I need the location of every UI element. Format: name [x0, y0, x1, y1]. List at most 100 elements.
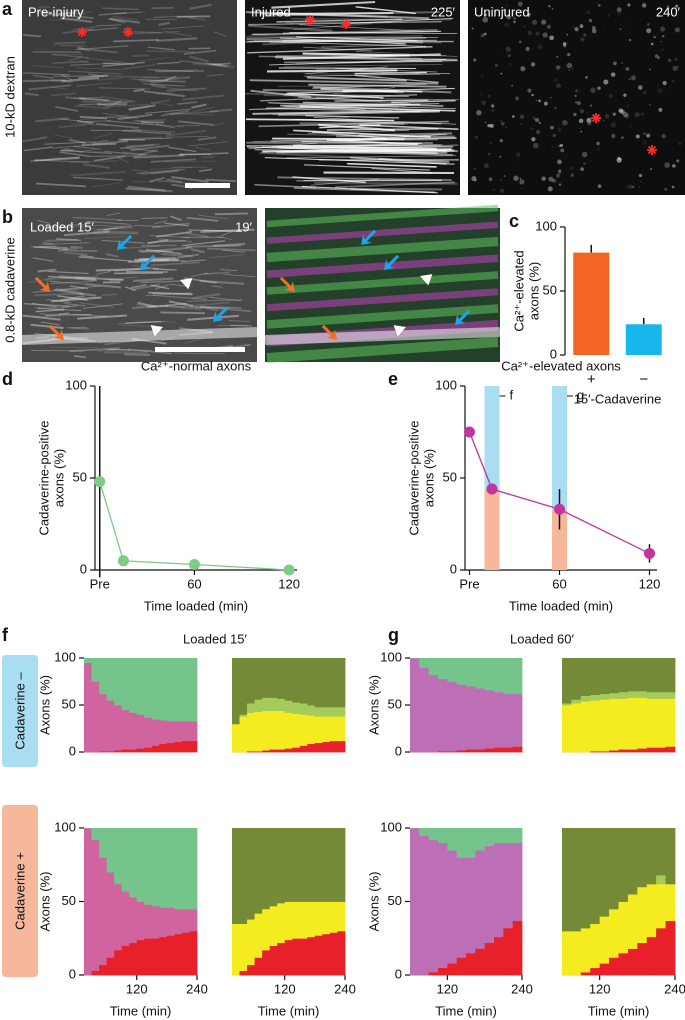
texture	[33, 246, 68, 249]
texture	[73, 96, 104, 99]
asterisk	[591, 113, 601, 123]
texture	[566, 62, 573, 69]
area-step	[438, 967, 448, 976]
texture	[51, 53, 84, 56]
area-step	[665, 746, 676, 753]
texture	[58, 11, 77, 15]
texture	[301, 141, 422, 144]
point	[94, 476, 106, 488]
texture	[289, 32, 458, 34]
texture	[266, 204, 499, 228]
area-step	[512, 828, 523, 844]
texture	[312, 83, 428, 89]
texture	[312, 131, 387, 140]
texture	[658, 107, 663, 112]
texture	[672, 164, 676, 168]
area-step	[428, 839, 439, 973]
area-step	[322, 716, 331, 743]
texture	[152, 222, 190, 229]
area-step	[166, 720, 175, 743]
area-step	[262, 697, 271, 712]
area-step	[637, 690, 648, 698]
area-step	[494, 936, 504, 976]
texture	[92, 226, 118, 233]
area-step	[174, 933, 183, 976]
area-step	[247, 658, 255, 704]
texture	[55, 105, 79, 112]
highlight-below	[552, 509, 567, 570]
area-step	[580, 701, 591, 753]
texture	[91, 140, 129, 146]
texture	[622, 111, 629, 118]
area-step	[656, 927, 666, 976]
texture	[188, 141, 229, 147]
area-step	[627, 828, 638, 895]
texture	[165, 129, 207, 137]
x-tick-label: 120	[274, 981, 296, 996]
texture	[671, 79, 675, 83]
arrow	[213, 306, 229, 322]
texture	[54, 134, 73, 139]
area-step	[232, 723, 240, 753]
texture	[637, 85, 643, 90]
area-step	[232, 658, 240, 725]
area-step	[166, 742, 175, 753]
texture	[666, 5, 670, 8]
area-step	[438, 658, 448, 680]
y-tick-label: 50	[443, 469, 457, 484]
texture	[476, 110, 482, 116]
texture	[205, 62, 224, 66]
texture	[589, 104, 593, 107]
arrow	[384, 254, 400, 270]
texture	[602, 119, 605, 122]
micrograph	[468, 0, 685, 195]
y-axis-label: axons (%)	[526, 262, 541, 321]
texture	[532, 116, 536, 120]
texture	[191, 103, 207, 109]
texture	[491, 109, 495, 113]
texture	[33, 48, 47, 50]
texture	[140, 77, 178, 83]
texture	[150, 84, 166, 88]
texture	[623, 19, 627, 23]
texture	[165, 135, 210, 138]
texture	[542, 32, 548, 38]
asterisk	[647, 145, 657, 155]
texture	[150, 158, 196, 163]
x-axis-label: Time (min)	[435, 1003, 497, 1018]
texture	[574, 94, 577, 97]
y-axis-label: Axons (%)	[37, 675, 52, 735]
texture	[286, 155, 457, 159]
area-step	[656, 875, 666, 885]
area-step	[174, 658, 183, 722]
texture	[221, 231, 232, 237]
texture	[500, 72, 503, 75]
texture	[173, 352, 226, 355]
texture	[264, 327, 501, 345]
image-label: Pre-injury	[28, 4, 84, 19]
texture	[518, 40, 522, 44]
texture	[541, 19, 547, 25]
area-step	[269, 749, 278, 753]
texture	[143, 83, 185, 87]
bar	[573, 252, 610, 355]
area-step	[269, 697, 278, 712]
texture	[591, 25, 596, 30]
texture	[127, 185, 173, 193]
texture	[28, 84, 72, 91]
texture	[139, 149, 158, 156]
area-step	[609, 698, 619, 751]
area-step	[114, 883, 123, 951]
area-step	[114, 705, 123, 751]
texture	[650, 168, 652, 170]
texture	[571, 25, 576, 29]
texture	[56, 238, 82, 242]
texture	[125, 143, 160, 148]
texture	[625, 104, 630, 108]
texture	[78, 256, 132, 262]
texture	[60, 295, 85, 302]
area-step	[299, 714, 308, 746]
texture	[166, 178, 183, 184]
area-step	[239, 828, 248, 924]
texture	[474, 135, 478, 139]
